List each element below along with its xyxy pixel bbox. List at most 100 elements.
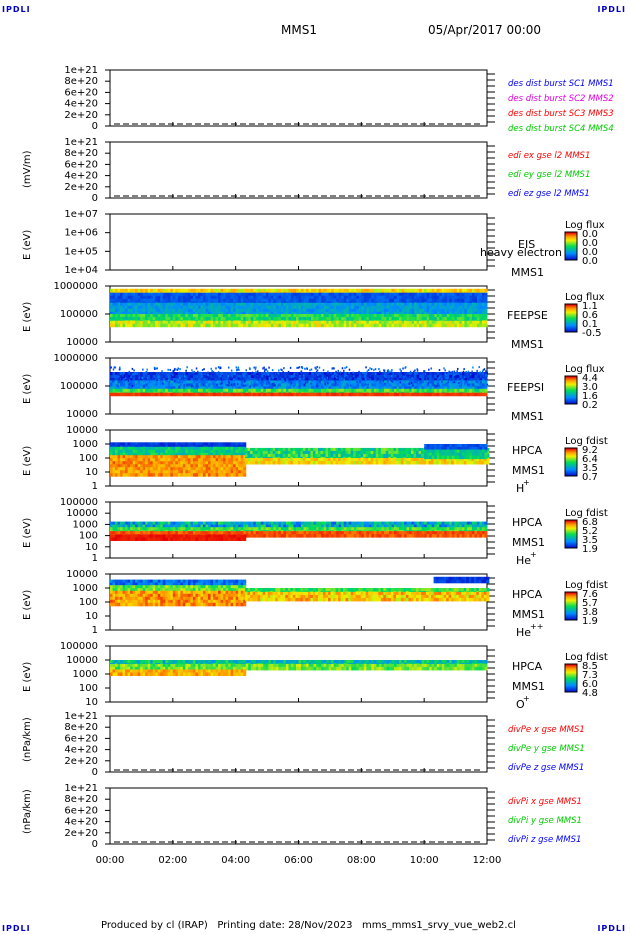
spectrogram-dot <box>313 376 316 379</box>
spectrogram-cell <box>308 288 312 293</box>
spectrogram-cell <box>157 308 161 313</box>
spectrogram-cell <box>127 311 131 316</box>
spectrogram-cell <box>240 302 244 307</box>
spectrogram-cell <box>396 295 400 300</box>
spectrogram-cell <box>205 308 209 313</box>
spectrogram-dot <box>365 373 368 376</box>
spectrogram-dot <box>460 382 463 385</box>
spectrogram-cell <box>285 308 289 313</box>
spectrogram-dot <box>249 377 252 380</box>
spectrogram-dot <box>470 384 472 387</box>
spectrogram-cell <box>366 298 370 303</box>
spectrogram-cell <box>175 308 179 313</box>
spectrogram-dot <box>192 384 195 387</box>
spectrogram-dot <box>299 383 302 386</box>
spectrogram-cell <box>265 292 269 297</box>
colorbar-cell <box>565 239 577 241</box>
spectrogram-cell <box>280 305 284 310</box>
spectrogram-cell <box>356 305 360 310</box>
spectrogram-cell <box>215 292 219 297</box>
y-axis-label: E (eV) <box>22 302 33 332</box>
spectrogram-dot <box>293 385 295 388</box>
spectrogram-cell <box>363 295 367 300</box>
corner-label-bl: IPDLI <box>2 924 31 933</box>
spectrogram-cell <box>150 308 154 313</box>
spectrogram-cell <box>115 295 119 300</box>
spectrogram-cell <box>185 288 189 293</box>
spectrogram-cell <box>197 295 201 300</box>
spectrogram-cell <box>326 288 330 293</box>
spectrogram-dot <box>177 379 180 382</box>
spectrogram-cell <box>328 295 332 300</box>
spectrogram-cell <box>170 305 174 310</box>
spectrogram-cell <box>446 292 450 297</box>
spectrogram-cell <box>429 298 433 303</box>
spectrogram-dot <box>367 377 369 380</box>
spectrogram-cell <box>260 288 264 293</box>
spectrogram-cell <box>331 305 335 310</box>
spectrogram-dot <box>207 371 209 374</box>
spectrogram-cell <box>273 311 277 316</box>
spectrogram-cell <box>230 292 234 297</box>
spectrogram-cell <box>449 288 453 293</box>
y-tick-label: 1e+06 <box>64 228 98 239</box>
spectrogram-dot <box>463 376 466 379</box>
colorbar-tick-label: 0.2 <box>582 400 598 411</box>
spectrogram-cell <box>368 308 372 313</box>
spectrogram-dot <box>486 374 488 377</box>
spectrogram-cell <box>346 295 350 300</box>
spectrogram-dot <box>183 384 185 387</box>
spectrogram-dot <box>390 379 393 382</box>
spectrogram-cell <box>120 292 124 297</box>
spectrogram-cell <box>145 298 149 303</box>
spectrogram-cell <box>255 302 259 307</box>
spectrogram-cell <box>265 308 269 313</box>
spectrogram-cell <box>484 302 488 307</box>
spectrogram-cell <box>313 305 317 310</box>
spectrogram-cell <box>260 302 264 307</box>
spectrogram-cell <box>323 295 327 300</box>
spectrogram-cell <box>424 295 428 300</box>
spectrogram-dot <box>159 383 161 386</box>
spectrogram-cell <box>376 302 380 307</box>
spectrogram-cell <box>157 298 161 303</box>
spectrogram-cell <box>449 295 453 300</box>
spectrogram-cell <box>142 298 146 303</box>
spectrogram-dot <box>245 369 247 372</box>
spectrogram-dot <box>416 372 418 375</box>
y-tick-label: 1000000 <box>53 281 98 292</box>
spectrogram-dot <box>265 368 268 371</box>
spectrogram-cell <box>471 288 475 293</box>
spectrogram-cell <box>213 295 217 300</box>
spectrogram-cell <box>366 295 370 300</box>
spectrogram-cell <box>479 288 483 293</box>
spectrogram-cell <box>336 295 340 300</box>
spectrogram-cell <box>273 295 277 300</box>
spectrogram-cell <box>142 288 146 293</box>
spectrogram-dot <box>374 372 377 375</box>
spectrogram-cell <box>115 292 119 297</box>
spectrogram-dot <box>145 375 147 378</box>
spectrogram-cell <box>421 295 425 300</box>
spectrogram-cell <box>162 302 166 307</box>
spectrogram-cell <box>466 295 470 300</box>
spectrogram-cell <box>444 288 448 293</box>
spectrogram-dot <box>304 367 306 370</box>
spectrogram-cell <box>366 311 370 316</box>
spectrogram-cell <box>238 302 242 307</box>
spectrogram-cell <box>308 295 312 300</box>
spectrogram-cell <box>200 298 204 303</box>
spectrogram-cell <box>152 308 156 313</box>
spectrogram-cell <box>233 298 237 303</box>
spectrogram-cell <box>150 298 154 303</box>
corner-label-tr: IPDLI <box>597 5 626 14</box>
spectrogram-dot <box>382 376 385 379</box>
spectrogram-cell <box>416 295 420 300</box>
spectrogram-dot <box>255 375 258 378</box>
spectrogram-cell <box>145 308 149 313</box>
spectrogram-cell <box>409 288 413 293</box>
spectrogram-cell <box>180 311 184 316</box>
spectrogram-cell <box>238 288 242 293</box>
spectrogram-dot <box>180 377 183 380</box>
spectrogram-dot <box>265 379 267 382</box>
